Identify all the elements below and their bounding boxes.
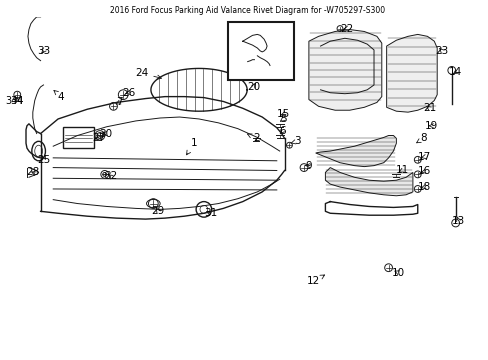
Text: 13: 13 <box>451 216 464 226</box>
Text: 16: 16 <box>417 166 430 176</box>
Text: 15: 15 <box>276 109 290 119</box>
Bar <box>228 22 294 80</box>
Text: 32: 32 <box>104 171 117 181</box>
Text: 12: 12 <box>306 275 324 286</box>
Text: 21: 21 <box>422 103 435 113</box>
Text: 23: 23 <box>434 46 448 56</box>
Text: 25: 25 <box>37 155 50 165</box>
Bar <box>63 127 94 148</box>
Text: 4: 4 <box>54 90 64 102</box>
Text: 26: 26 <box>122 88 135 98</box>
Text: 344: 344 <box>5 96 23 107</box>
Text: 6: 6 <box>279 126 285 136</box>
Text: 5: 5 <box>280 114 286 124</box>
Text: 29: 29 <box>151 206 164 216</box>
Text: 22: 22 <box>340 23 353 33</box>
Text: 10: 10 <box>391 267 404 278</box>
Text: 33: 33 <box>37 46 50 56</box>
Polygon shape <box>325 167 412 196</box>
Text: 30: 30 <box>99 129 112 139</box>
Polygon shape <box>315 135 396 167</box>
Text: 17: 17 <box>417 152 430 162</box>
Text: 19: 19 <box>424 121 437 131</box>
Text: 31: 31 <box>203 208 217 218</box>
Polygon shape <box>386 35 436 112</box>
Text: 14: 14 <box>448 67 461 77</box>
Text: 3: 3 <box>290 136 300 146</box>
Text: 27: 27 <box>92 134 105 143</box>
Text: 18: 18 <box>417 182 430 192</box>
Text: 9: 9 <box>305 161 311 171</box>
Polygon shape <box>308 30 381 110</box>
Text: 7: 7 <box>116 98 122 107</box>
Text: 34: 34 <box>11 96 24 107</box>
Text: 28: 28 <box>26 167 40 177</box>
Text: 8: 8 <box>416 134 426 143</box>
Title: 2016 Ford Focus Parking Aid Valance Rivet Diagram for -W705297-S300: 2016 Ford Focus Parking Aid Valance Rive… <box>109 6 384 15</box>
Text: 2: 2 <box>247 134 259 143</box>
Text: 24: 24 <box>135 68 161 79</box>
Text: 20: 20 <box>246 82 260 92</box>
Text: 1: 1 <box>186 138 197 155</box>
Text: 11: 11 <box>395 166 408 175</box>
